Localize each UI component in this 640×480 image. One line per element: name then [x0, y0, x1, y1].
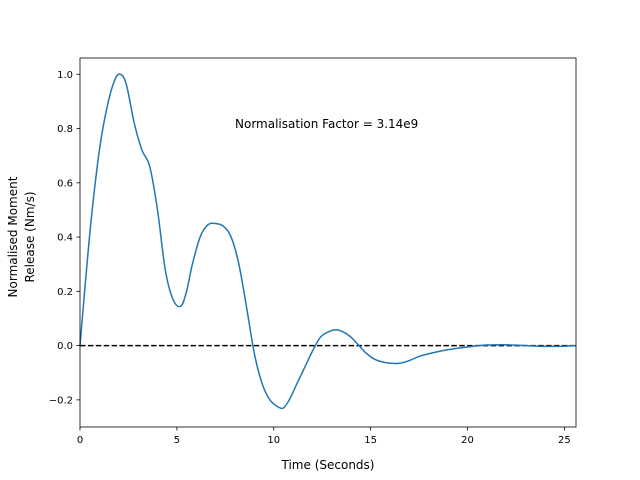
x-tick-label: 5	[174, 435, 180, 446]
x-tick-label: 25	[558, 435, 571, 446]
y-tick-label: −0.2	[49, 395, 73, 406]
y-axis-label: Normalised Moment Release (Nm/s)	[6, 176, 37, 297]
normalisation-annotation: Normalisation Factor = 3.14e9	[235, 117, 418, 131]
y-tick-label: 0.0	[57, 341, 73, 352]
y-tick-label: 1.0	[57, 70, 73, 81]
x-axis-label: Time (Seconds)	[281, 458, 375, 472]
y-tick-label: 0.2	[57, 287, 73, 298]
axes-frame	[79, 57, 577, 428]
y-tick-label: 0.8	[57, 124, 73, 135]
x-tick-label: 15	[364, 435, 377, 446]
y-tick-label: 0.6	[57, 178, 73, 189]
x-tick-label: 20	[461, 435, 474, 446]
y-axis-label-line-1: Normalised Moment	[6, 176, 20, 297]
x-tick-label: 0	[77, 435, 83, 446]
y-axis-label-line-2: Release (Nm/s)	[23, 191, 37, 282]
plot-area: 0 5 10 15 20 25 −0.2 0.0 0.2 0.4 0.6 0.8 1.0	[49, 57, 577, 446]
y-tick-label: 0.4	[57, 233, 73, 244]
x-tick-label: 10	[267, 435, 280, 446]
series-line-0	[79, 73, 577, 410]
